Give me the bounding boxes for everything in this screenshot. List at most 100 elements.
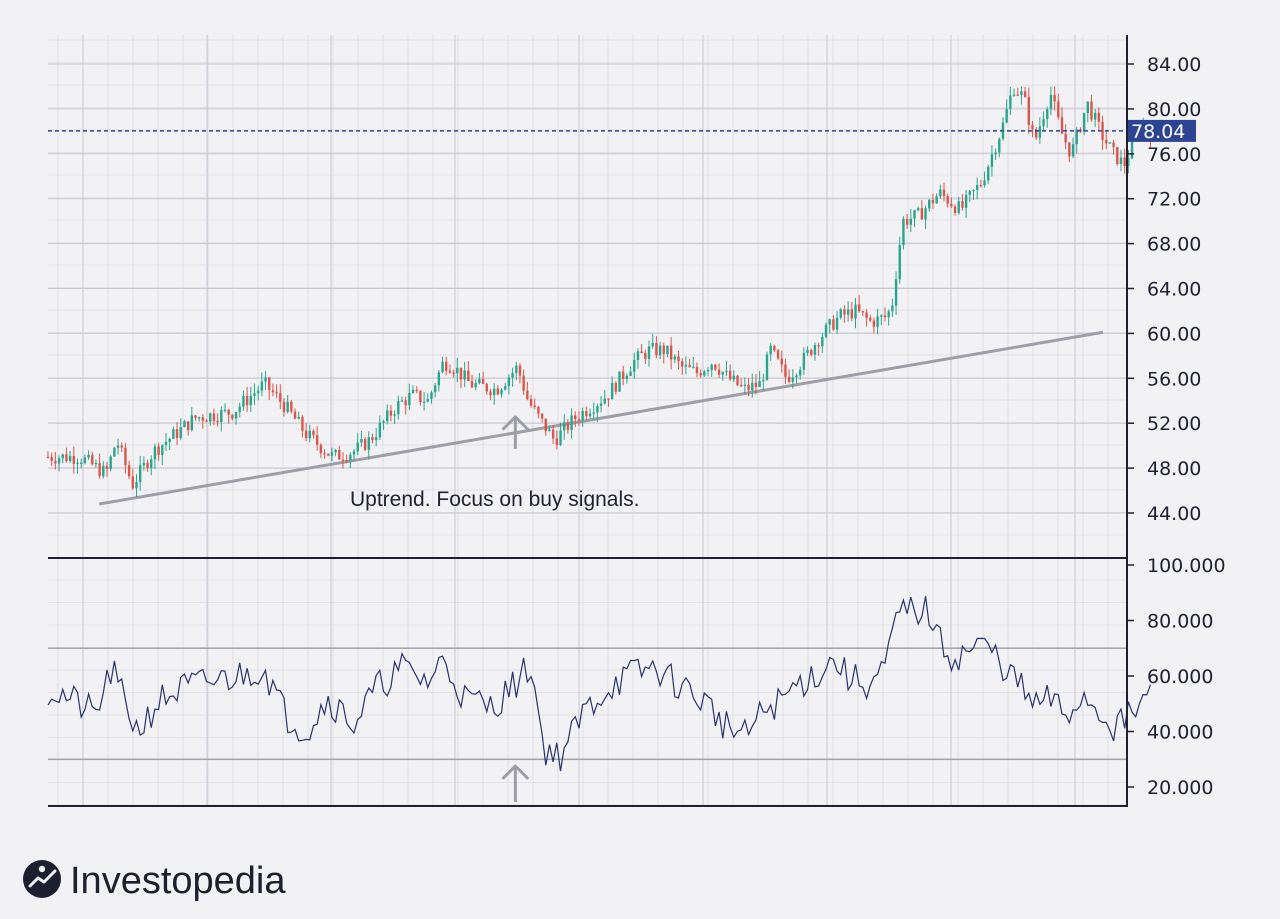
candle-body — [857, 304, 861, 312]
oscillator-axis-ticks: 100.000 80.000 60.000 40.000 20.000 — [1127, 555, 1226, 799]
candle-body — [1027, 96, 1030, 125]
candle-body — [994, 152, 997, 155]
candle-body — [1012, 94, 1016, 96]
candle-body — [633, 359, 636, 372]
candle-body — [780, 358, 783, 365]
candle-body — [197, 417, 201, 419]
candle-body — [408, 393, 411, 406]
candle-body — [65, 454, 68, 462]
candle-body — [1053, 94, 1056, 102]
candle-body — [983, 180, 986, 186]
oscillator-reference-lines — [48, 647, 1127, 760]
candle-body — [695, 366, 699, 374]
candle-body — [622, 371, 625, 379]
candle-body — [688, 364, 691, 368]
candle-body — [585, 411, 588, 417]
candle-body — [909, 218, 913, 225]
investopedia-logo-icon — [23, 860, 61, 898]
oscillator-tick-label: 20.000 — [1147, 777, 1213, 799]
candle-body — [739, 384, 743, 387]
candle-body — [382, 421, 385, 423]
trendline-layer — [98, 330, 1104, 506]
candle-body — [714, 364, 717, 370]
candle-body — [260, 381, 264, 391]
candle-body — [153, 446, 157, 460]
candle-body — [400, 400, 404, 402]
candle-body — [397, 401, 400, 415]
candle-body — [526, 390, 529, 400]
candle-body — [762, 380, 765, 382]
candle-body — [279, 393, 282, 402]
candle-body — [990, 154, 994, 167]
candle-body — [975, 185, 979, 191]
candle-body — [515, 365, 518, 373]
price-tick-label: 64.00 — [1147, 279, 1201, 301]
candle-body — [1034, 129, 1038, 138]
candle-body — [297, 416, 300, 419]
candle-body — [758, 380, 761, 388]
candle-body — [120, 445, 123, 448]
candle-body — [559, 430, 562, 446]
candle-body — [776, 350, 780, 359]
candle-body — [743, 384, 747, 386]
candle-body — [1060, 117, 1064, 134]
candle-body — [924, 208, 927, 220]
candle-body — [201, 417, 205, 421]
candle-body — [1005, 108, 1008, 123]
candle-body — [518, 365, 522, 376]
candle-body — [629, 371, 632, 376]
candle-body — [448, 370, 452, 373]
candle-body — [810, 349, 813, 355]
candle-body — [327, 453, 330, 456]
price-tick-label: 44.00 — [1147, 503, 1201, 525]
candle-body — [692, 366, 695, 369]
candle-body — [1116, 146, 1119, 164]
candle-body — [928, 199, 931, 209]
candle-body — [898, 245, 901, 280]
candle-body — [220, 409, 223, 422]
candle-body — [680, 361, 684, 367]
candle-body — [433, 385, 437, 393]
candle-body — [54, 460, 57, 464]
candle-body — [441, 361, 444, 373]
candle-body — [116, 445, 120, 448]
candle-body — [610, 382, 614, 400]
candle-body — [717, 369, 721, 375]
candle-body — [367, 437, 370, 450]
candle-body — [869, 317, 872, 321]
candle-body — [570, 415, 573, 430]
candle-body — [673, 356, 677, 360]
candle-body — [961, 201, 964, 208]
candle-body — [330, 452, 334, 456]
candle-body — [227, 409, 230, 415]
candle-body — [212, 413, 216, 421]
oscillator-tick-label: 40.000 — [1147, 722, 1213, 744]
oscillator-tick-label: 60.000 — [1147, 666, 1213, 688]
candle-body — [135, 482, 138, 489]
candle-body — [349, 454, 352, 461]
candle-body — [636, 351, 640, 360]
candle-body — [308, 430, 311, 439]
candle-body — [1108, 142, 1112, 144]
candle-body — [931, 199, 935, 204]
candle-body — [651, 342, 654, 347]
candle-body — [301, 416, 304, 431]
candle-body — [950, 203, 953, 207]
candle-body — [83, 457, 87, 463]
candle-body — [747, 384, 750, 391]
candle-body — [50, 457, 53, 461]
candle-body — [1071, 144, 1075, 157]
candle-body — [596, 406, 599, 413]
candle-body — [500, 389, 503, 395]
candle-body — [146, 462, 149, 469]
candle-body — [374, 437, 378, 441]
candle-body — [168, 438, 171, 442]
candle-body — [352, 451, 356, 455]
candle-body — [699, 373, 702, 376]
candle-body — [194, 415, 197, 418]
candle-body — [563, 422, 566, 431]
candle-body — [61, 454, 64, 459]
candle-body — [150, 459, 153, 469]
candle-body — [264, 377, 267, 382]
